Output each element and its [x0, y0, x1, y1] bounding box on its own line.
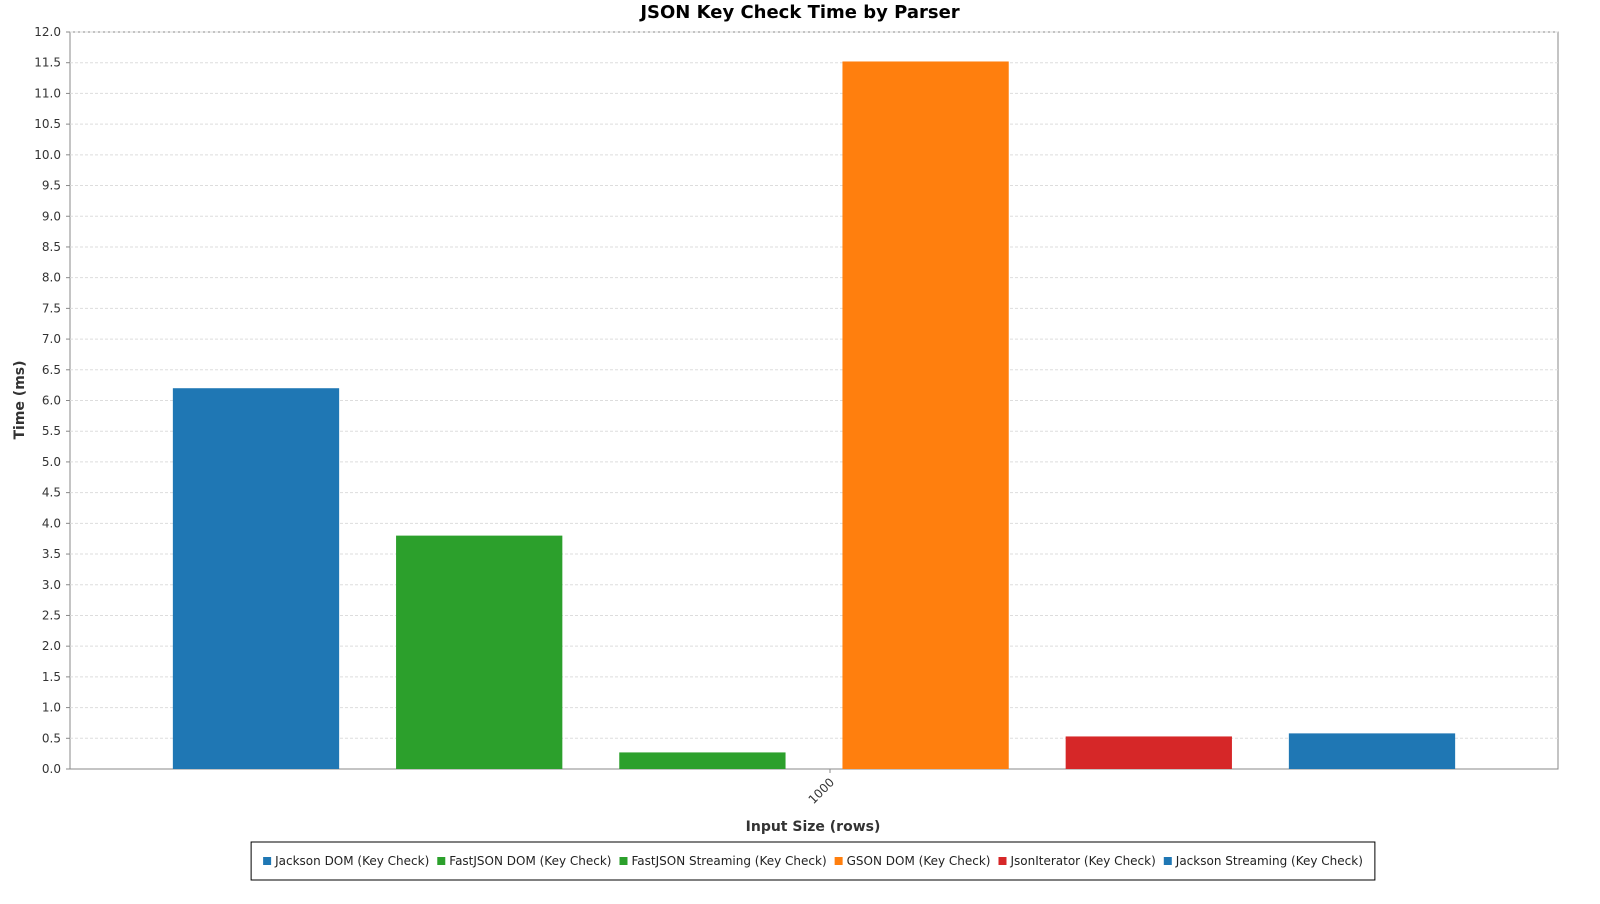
y-tick-label: 7.0: [42, 332, 61, 346]
legend-label: GSON DOM (Key Check): [847, 854, 991, 868]
y-tick-label: 0.0: [42, 762, 61, 776]
legend-label: JsonIterator (Key Check): [1009, 854, 1155, 868]
legend-swatch: [263, 857, 272, 865]
chart-title: JSON Key Check Time by Parser: [638, 2, 959, 23]
y-tick-label: 10.5: [34, 117, 61, 131]
x-axis-label: Input Size (rows): [746, 819, 881, 835]
y-tick-label: 1.0: [42, 701, 61, 715]
y-tick-label: 9.5: [42, 179, 61, 193]
legend-label: FastJSON DOM (Key Check): [449, 854, 611, 868]
y-tick-label: 10.0: [34, 148, 61, 162]
bar: [842, 61, 1009, 770]
bar: [172, 388, 340, 769]
y-tick-label: 12.0: [34, 25, 61, 39]
legend: Jackson DOM (Key Check) FastJSON DOM (Key…: [250, 841, 1376, 881]
legend-label: Jackson DOM (Key Check): [274, 854, 429, 868]
y-tick-label: 7.5: [42, 301, 61, 315]
y-tick-label: 9.0: [42, 209, 61, 223]
y-tick-label: 5.5: [42, 424, 61, 438]
y-tick-label: 6.5: [42, 363, 61, 377]
y-tick-label: 8.0: [42, 271, 61, 285]
legend-swatch: [437, 857, 446, 865]
y-tick-label: 11.5: [34, 56, 61, 70]
y-tick-label: 2.0: [42, 639, 61, 653]
y-axis-ticks: 0.0 0.5 1.0 1.5 2.0 2.5 3.0 3.5 4.0 4.5 5.0 5.5 6.0 6…: [34, 25, 70, 776]
y-tick-label: 4.0: [42, 516, 61, 530]
y-tick-label: 5.0: [42, 455, 61, 469]
y-tick-label: 8.5: [42, 240, 61, 254]
y-tick-label: 3.0: [42, 578, 61, 592]
bar: [1288, 733, 1456, 769]
bar: [619, 752, 786, 769]
bar: [1065, 736, 1232, 769]
legend-label: FastJSON Streaming (Key Check): [631, 854, 826, 868]
legend-swatch: [619, 857, 628, 865]
y-tick-label: 0.5: [42, 731, 61, 745]
legend-swatch: [834, 857, 843, 865]
bar: [396, 535, 563, 769]
y-tick-label: 6.0: [42, 394, 61, 408]
x-tick-label: 1000: [806, 775, 837, 806]
legend-label: Jackson Streaming (Key Check): [1175, 854, 1363, 868]
y-tick-label: 1.5: [42, 670, 61, 684]
x-axis-ticks: 1000: [806, 769, 837, 807]
y-tick-label: 2.5: [42, 608, 61, 622]
y-tick-label: 3.5: [42, 547, 61, 561]
legend-swatch: [1163, 857, 1172, 865]
y-tick-label: 11.0: [34, 86, 61, 100]
y-tick-label: 4.5: [42, 486, 61, 500]
legend-swatch: [998, 857, 1007, 865]
y-axis-label: Time (ms): [12, 360, 28, 439]
bars: [172, 61, 1456, 770]
